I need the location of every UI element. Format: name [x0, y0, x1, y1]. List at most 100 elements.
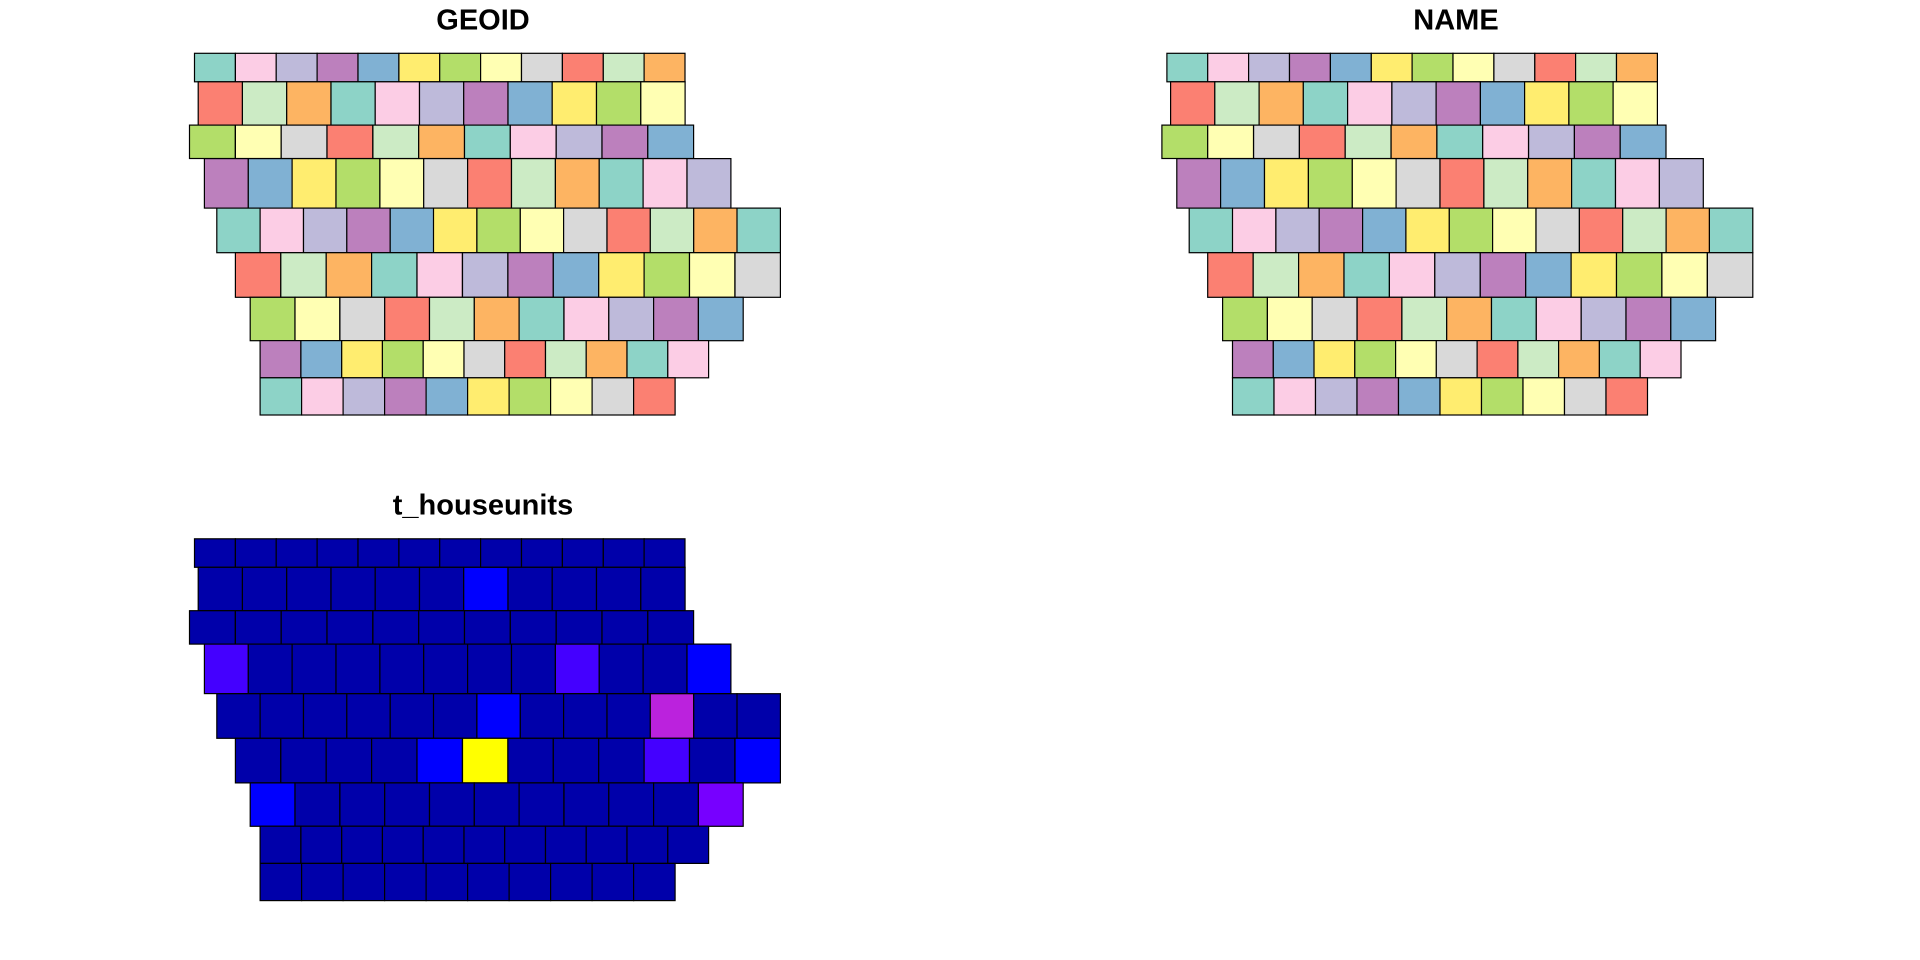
- county: [1395, 158, 1441, 209]
- county: [598, 252, 645, 298]
- county: [389, 207, 435, 254]
- county: [649, 207, 695, 254]
- county: [598, 737, 645, 784]
- county: [562, 693, 608, 739]
- county: [467, 862, 510, 902]
- county: [416, 252, 464, 298]
- county: [1207, 52, 1250, 83]
- county: [688, 737, 736, 784]
- county: [632, 862, 676, 902]
- county: [463, 566, 509, 612]
- county: [643, 538, 686, 568]
- county: [504, 825, 547, 865]
- county: [384, 377, 427, 416]
- county: [1302, 81, 1349, 126]
- county: [1188, 207, 1234, 254]
- county: [1435, 340, 1478, 379]
- county: [601, 610, 649, 645]
- county: [428, 296, 475, 342]
- county: [197, 566, 244, 612]
- county: [280, 124, 328, 160]
- county: [461, 737, 509, 784]
- county: [643, 737, 691, 784]
- county: [423, 158, 469, 209]
- county: [520, 538, 564, 568]
- county: [188, 610, 236, 645]
- county: [1266, 296, 1313, 342]
- county: [372, 124, 420, 160]
- county: [418, 81, 465, 126]
- county: [1297, 252, 1345, 298]
- county: [1480, 377, 1524, 416]
- county: [561, 538, 604, 568]
- county: [381, 825, 424, 865]
- county: [734, 252, 782, 298]
- county: [697, 782, 744, 827]
- county: [1214, 81, 1260, 126]
- county: [473, 782, 520, 827]
- county: [1706, 252, 1754, 298]
- county: [602, 538, 645, 568]
- county: [193, 52, 237, 83]
- county: [606, 207, 652, 254]
- county: [1231, 340, 1274, 379]
- county: [371, 252, 418, 298]
- county: [374, 566, 421, 612]
- county: [1574, 52, 1618, 83]
- county: [647, 610, 695, 645]
- county: [1568, 81, 1614, 126]
- county: [1394, 340, 1437, 379]
- panel-title: t_houseunits: [393, 490, 573, 522]
- county: [1557, 340, 1600, 379]
- county: [316, 52, 359, 83]
- county: [425, 862, 469, 902]
- county: [1252, 124, 1300, 160]
- county: [480, 52, 523, 83]
- county: [423, 643, 469, 695]
- county: [1570, 252, 1618, 298]
- county: [1491, 207, 1537, 254]
- county: [234, 610, 282, 645]
- county: [398, 538, 441, 568]
- county: [372, 610, 420, 645]
- county: [1231, 207, 1277, 254]
- county: [357, 52, 400, 83]
- county: [216, 693, 261, 739]
- county: [1313, 340, 1356, 379]
- county: [508, 377, 552, 416]
- county: [1615, 252, 1663, 298]
- county: [259, 207, 305, 254]
- county: [1221, 296, 1268, 342]
- county: [280, 737, 327, 784]
- county: [1219, 158, 1266, 209]
- county: [1670, 296, 1717, 342]
- county: [1483, 158, 1529, 209]
- county: [463, 340, 506, 379]
- county: [1356, 296, 1403, 342]
- county: [667, 340, 710, 379]
- county: [632, 377, 676, 416]
- county: [249, 782, 296, 827]
- county: [1252, 252, 1300, 298]
- county: [1665, 207, 1711, 254]
- county: [562, 207, 608, 254]
- county: [1311, 296, 1358, 342]
- county: [1231, 377, 1275, 416]
- county: [439, 538, 482, 568]
- county: [1479, 252, 1527, 298]
- county: [1619, 124, 1667, 160]
- county: [216, 207, 261, 254]
- county: [1314, 377, 1358, 416]
- county: [326, 124, 374, 160]
- county: [342, 377, 386, 416]
- county: [1708, 207, 1754, 254]
- county: [241, 566, 288, 612]
- county: [1298, 124, 1346, 160]
- county: [247, 643, 293, 695]
- county: [1356, 377, 1400, 416]
- county: [197, 81, 244, 126]
- county: [302, 207, 348, 254]
- county: [1207, 124, 1255, 160]
- county: [300, 825, 343, 865]
